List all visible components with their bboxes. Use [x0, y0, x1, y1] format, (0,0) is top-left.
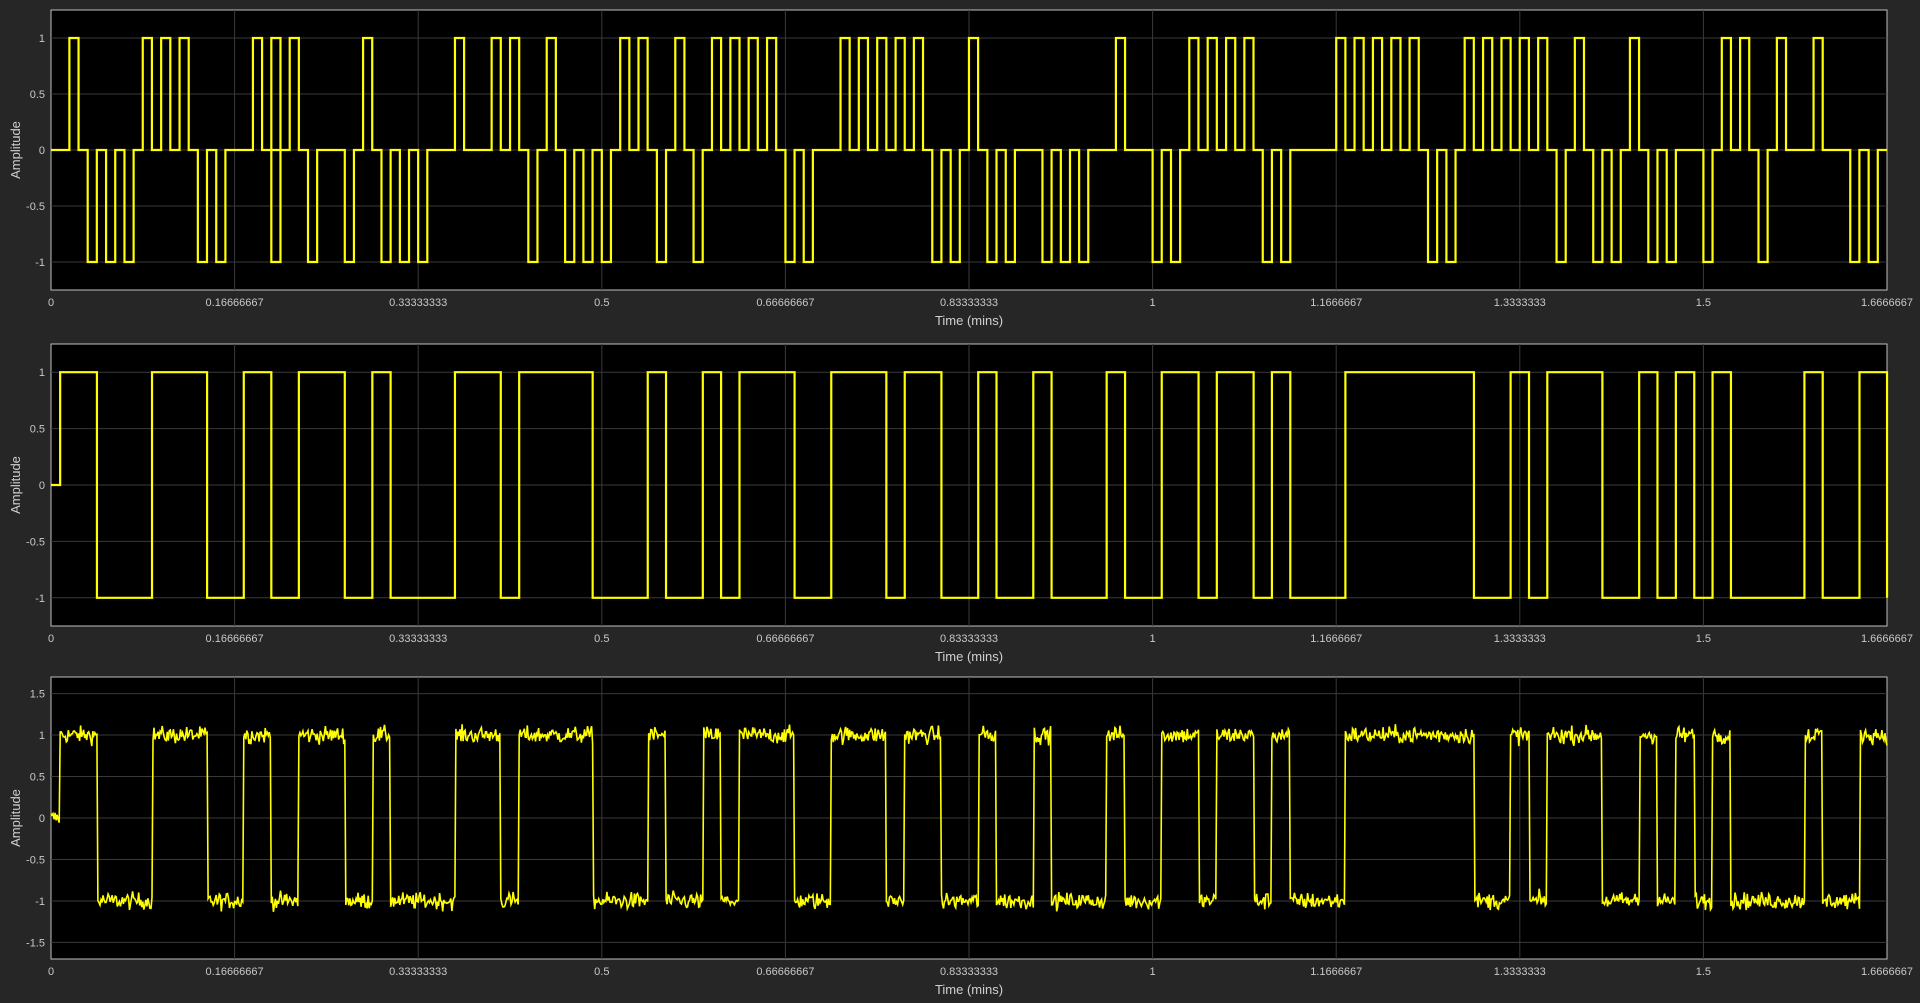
x-tick-labels: 0 0.16666667 0.33333333 0.5 0.66666667 0.8333…	[48, 633, 1913, 645]
panel-square-wave: 1 0.5 0 -0.5 -1 0 0.16666667 0.33333333 0.5 0.66…	[8, 343, 1913, 664]
y-axis-label: Amplitude	[8, 789, 23, 847]
x-tick-label: 1.5	[1696, 297, 1711, 309]
x-tick-label: 0.5	[594, 297, 609, 309]
x-axis-label: Time (mins)	[935, 982, 1003, 997]
x-tick-label: 1.1666667	[1310, 297, 1362, 309]
x-tick-label: 0.66666667	[756, 297, 814, 309]
x-tick-label: 1.3333333	[1494, 297, 1546, 309]
x-tick-label: 1.5	[1696, 966, 1711, 978]
x-tick-label: 1.6666667	[1861, 297, 1913, 309]
x-tick-label: 0.83333333	[940, 966, 998, 978]
y-tick-label: 1	[39, 730, 45, 742]
y-tick-label: -0.5	[26, 854, 45, 866]
x-tick-label: 0.16666667	[206, 297, 264, 309]
y-tick-label: -0.5	[26, 201, 45, 213]
x-tick-label: 1.5	[1696, 633, 1711, 645]
y-tick-label: 0.5	[30, 424, 45, 436]
y-tick-label: -1	[35, 593, 45, 605]
x-tick-label: 0.33333333	[389, 297, 447, 309]
x-tick-label: 0.83333333	[940, 633, 998, 645]
x-tick-label: 0.66666667	[756, 966, 814, 978]
y-tick-label: 0	[39, 145, 45, 157]
x-tick-label: 0.16666667	[206, 633, 264, 645]
x-tick-label: 1.1666667	[1310, 966, 1362, 978]
x-tick-labels: 0 0.16666667 0.33333333 0.5 0.66666667 0.8333…	[48, 966, 1913, 978]
x-tick-labels: 0 0.16666667 0.33333333 0.5 0.66666667 0.8333…	[48, 297, 1913, 309]
x-tick-label: 1.6666667	[1861, 633, 1913, 645]
signal-trace	[50, 724, 1888, 913]
y-tick-label: 1.5	[30, 689, 45, 701]
x-tick-label: 1.6666667	[1861, 966, 1913, 978]
x-tick-label: 0.5	[594, 633, 609, 645]
x-tick-label: 1.3333333	[1494, 966, 1546, 978]
x-tick-label: 1.1666667	[1310, 633, 1362, 645]
y-tick-label: -1.5	[26, 937, 45, 949]
signal-trace	[51, 36, 1887, 264]
x-tick-label: 1	[1150, 966, 1156, 978]
y-tick-label: 1	[39, 367, 45, 379]
x-tick-label: 0	[48, 297, 54, 309]
x-axis-label: Time (mins)	[935, 313, 1003, 328]
y-tick-label: 1	[39, 33, 45, 45]
x-tick-label: 0.66666667	[756, 633, 814, 645]
y-tick-label: 0	[39, 480, 45, 492]
y-tick-label: -1	[35, 257, 45, 269]
y-tick-label: 0.5	[30, 772, 45, 784]
y-tick-label: 0.5	[30, 89, 45, 101]
x-tick-label: 0.5	[594, 966, 609, 978]
y-axis-label: Amplitude	[8, 456, 23, 514]
x-axis-label: Time (mins)	[935, 649, 1003, 664]
y-tick-label: -0.5	[26, 536, 45, 548]
x-tick-label: 0.33333333	[389, 966, 447, 978]
signal-trace	[51, 371, 1889, 599]
y-tick-labels: 1 0.5 0 -0.5 -1	[26, 33, 45, 269]
panel-noisy-wave: 1.5 1 0.5 0 -0.5 -1 -1.5 0 0.16666667 0.33333333…	[8, 676, 1913, 997]
x-tick-label: 0.16666667	[206, 966, 264, 978]
x-tick-label: 1	[1150, 633, 1156, 645]
y-tick-label: 0	[39, 813, 45, 825]
x-tick-label: 1	[1150, 297, 1156, 309]
x-tick-label: 1.3333333	[1494, 633, 1546, 645]
y-tick-labels: 1.5 1 0.5 0 -0.5 -1 -1.5	[26, 689, 45, 950]
y-tick-labels: 1 0.5 0 -0.5 -1	[26, 367, 45, 605]
x-tick-label: 0.83333333	[940, 297, 998, 309]
y-tick-label: -1	[35, 896, 45, 908]
x-tick-label: 0.33333333	[389, 633, 447, 645]
x-tick-label: 0	[48, 966, 54, 978]
panel-impulses: 1 0.5 0 -0.5 -1 0 0.16666667 0.33333333 0.5 0.66…	[8, 9, 1913, 328]
x-tick-label: 0	[48, 633, 54, 645]
y-axis-label: Amplitude	[8, 121, 23, 179]
